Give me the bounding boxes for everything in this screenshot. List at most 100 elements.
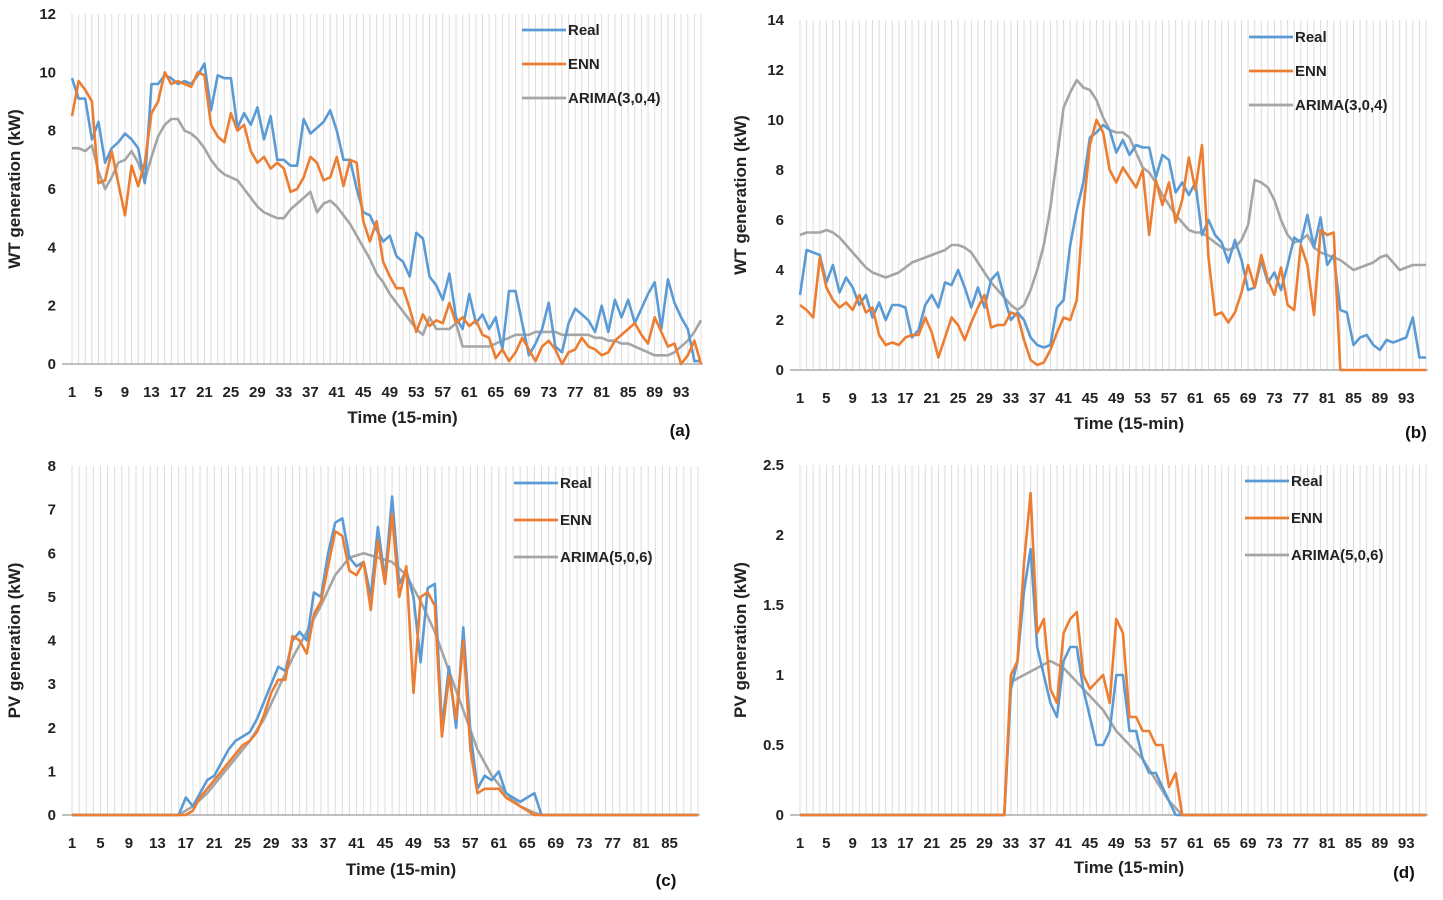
y-tick-label: 0 — [776, 807, 784, 824]
x-tick-label: 93 — [673, 384, 690, 401]
x-tick-label: 65 — [1213, 835, 1230, 852]
x-tick-label: 33 — [1003, 835, 1020, 852]
y-tick-label: 8 — [48, 123, 56, 140]
series-line-enn — [72, 512, 698, 817]
panel-label: (a) — [670, 421, 691, 440]
x-tick-label: 25 — [223, 384, 240, 401]
y-axis-label: WT generation (kW) — [731, 115, 750, 275]
x-tick-label: 1 — [796, 835, 804, 852]
y-tick-label: 2 — [776, 312, 784, 329]
legend-label: ENN — [560, 512, 592, 529]
series-line-arima-3-0-4- — [72, 117, 703, 357]
x-tick-label: 89 — [646, 384, 663, 401]
series-line-arima-5-0-6- — [72, 551, 698, 817]
x-tick-label: 85 — [1345, 835, 1362, 852]
x-tick-label: 5 — [94, 384, 102, 401]
x-tick-label: 29 — [263, 835, 280, 852]
y-tick-label: 6 — [776, 212, 784, 229]
legend-label: Real — [1295, 29, 1327, 46]
x-tick-label: 25 — [950, 390, 967, 407]
y-tick-label: 2 — [48, 720, 56, 737]
x-tick-label: 21 — [923, 835, 940, 852]
x-tick-label: 69 — [1240, 390, 1257, 407]
x-tick-label: 77 — [567, 384, 584, 401]
series-line-enn — [800, 491, 1426, 817]
x-tick-label: 9 — [121, 384, 129, 401]
x-tick-label: 5 — [822, 835, 830, 852]
x-tick-label: 1 — [68, 835, 76, 852]
y-tick-label: 2 — [48, 298, 56, 315]
x-tick-label: 85 — [661, 835, 678, 852]
series-line-enn — [70, 71, 703, 366]
x-tick-label: 9 — [849, 835, 857, 852]
x-tick-label: 53 — [434, 835, 451, 852]
x-tick-label: 13 — [871, 390, 888, 407]
series-line-real — [800, 547, 1426, 817]
legend-label: Real — [1291, 473, 1323, 490]
x-tick-label: 29 — [249, 384, 266, 401]
y-tick-label: 2 — [776, 527, 784, 544]
series-line-arima-5-0-6- — [800, 659, 1426, 817]
y-axis-label: PV generation (kW) — [5, 563, 24, 719]
x-tick-label: 57 — [1161, 835, 1178, 852]
x-tick-label: 85 — [1345, 390, 1362, 407]
x-tick-label: 53 — [1134, 390, 1151, 407]
x-tick-label: 77 — [604, 835, 621, 852]
x-tick-label: 41 — [328, 384, 345, 401]
y-tick-label: 10 — [767, 112, 784, 129]
y-tick-label: 0.5 — [763, 737, 784, 754]
x-tick-label: 41 — [1055, 835, 1072, 852]
x-tick-label: 77 — [1292, 835, 1309, 852]
x-tick-label: 21 — [206, 835, 223, 852]
x-tick-label: 13 — [871, 835, 888, 852]
x-tick-label: 53 — [1134, 835, 1151, 852]
x-axis-label: Time (15-min) — [1074, 414, 1184, 433]
x-tick-label: 85 — [620, 384, 637, 401]
x-tick-label: 73 — [576, 835, 593, 852]
x-tick-label: 57 — [462, 835, 479, 852]
x-tick-label: 17 — [897, 390, 914, 407]
x-tick-label: 77 — [1292, 390, 1309, 407]
x-tick-label: 89 — [1372, 835, 1389, 852]
y-tick-label: 14 — [767, 12, 784, 29]
x-tick-label: 73 — [1266, 390, 1283, 407]
x-tick-label: 13 — [149, 835, 166, 852]
y-tick-label: 4 — [48, 239, 57, 256]
x-axis-label: Time (15-min) — [346, 860, 456, 879]
y-tick-label: 2.5 — [763, 457, 784, 474]
x-axis-label: Time (15-min) — [347, 408, 457, 427]
x-tick-label: 45 — [1082, 835, 1099, 852]
y-tick-label: 4 — [776, 262, 785, 279]
y-tick-label: 0 — [48, 356, 56, 373]
legend-label: ARIMA(3,0,4) — [568, 90, 661, 107]
chart-panel-a: 0 2 4 6 8 10 12 1 5 9 13 17 21 25 29 33 37 41 45 49 53 57 61 65… — [5, 6, 703, 440]
y-tick-label: 7 — [48, 502, 56, 519]
panel-label: (d) — [1393, 863, 1415, 882]
x-tick-label: 65 — [519, 835, 536, 852]
x-tick-label: 45 — [355, 384, 372, 401]
x-tick-label: 49 — [381, 384, 398, 401]
y-tick-label: 8 — [776, 162, 784, 179]
x-tick-label: 1 — [796, 390, 804, 407]
x-tick-label: 81 — [593, 384, 610, 401]
x-tick-label: 57 — [434, 384, 451, 401]
x-tick-label: 1 — [68, 384, 76, 401]
x-tick-label: 69 — [1240, 835, 1257, 852]
y-tick-label: 0 — [48, 807, 56, 824]
x-tick-label: 37 — [302, 384, 319, 401]
x-tick-label: 37 — [1029, 835, 1046, 852]
x-tick-label: 49 — [1108, 835, 1125, 852]
x-tick-label: 33 — [1003, 390, 1020, 407]
y-axis-label: PV generation (kW) — [731, 562, 750, 718]
x-tick-label: 5 — [822, 390, 830, 407]
series-line-arima-3-0-4- — [799, 78, 1426, 312]
x-tick-label: 61 — [490, 835, 507, 852]
y-tick-label: 6 — [48, 545, 56, 562]
legend-label: ENN — [568, 56, 600, 73]
y-tick-label: 1 — [776, 667, 784, 684]
x-tick-label: 93 — [1398, 835, 1415, 852]
y-tick-label: 1 — [48, 763, 56, 780]
y-tick-label: 4 — [48, 633, 57, 650]
x-tick-label: 73 — [1266, 835, 1283, 852]
